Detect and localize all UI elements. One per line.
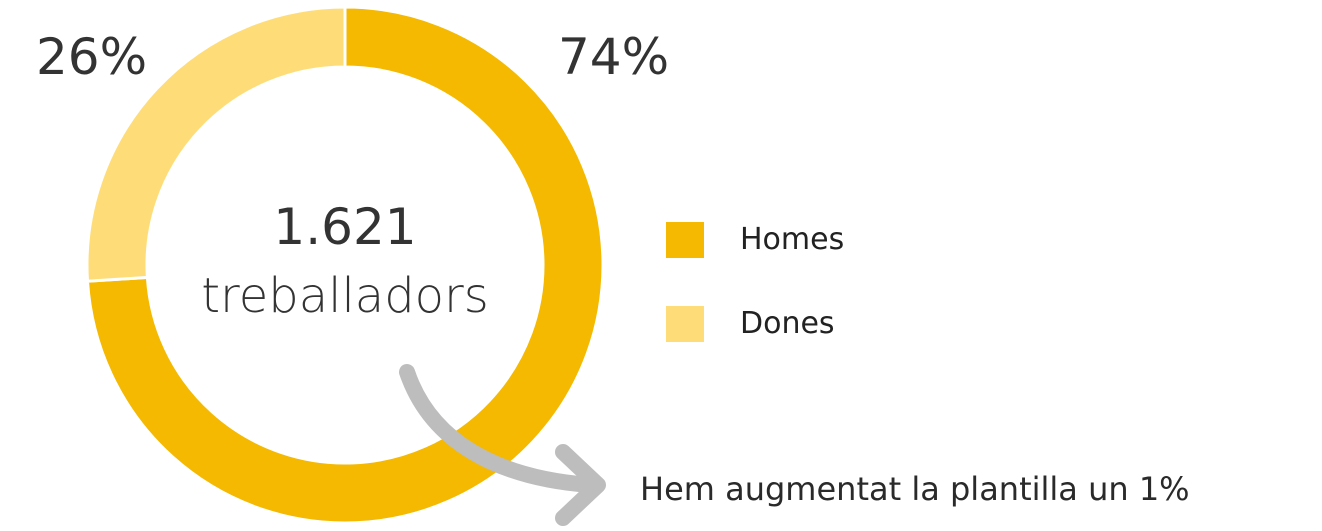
arrow-shaft (399, 364, 598, 493)
center-label: treballadors (201, 268, 489, 324)
legend-label-homes: Homes (740, 222, 845, 257)
slice-homes (85, 5, 605, 525)
center-value: 1.621 (273, 198, 417, 256)
slice-dones (85, 5, 347, 283)
donut-slices (85, 5, 605, 525)
legend-label-dones: Dones (740, 306, 835, 341)
slice-label-homes: 74% (558, 28, 670, 86)
legend-swatch-dones (666, 306, 704, 342)
curved-arrow-icon (399, 364, 606, 526)
slice-label-dones: 26% (36, 28, 148, 86)
annotation-text: Hem augmentat la plantilla un 1% (640, 470, 1190, 508)
arrow-head (555, 444, 606, 526)
legend-swatch-homes (666, 222, 704, 258)
